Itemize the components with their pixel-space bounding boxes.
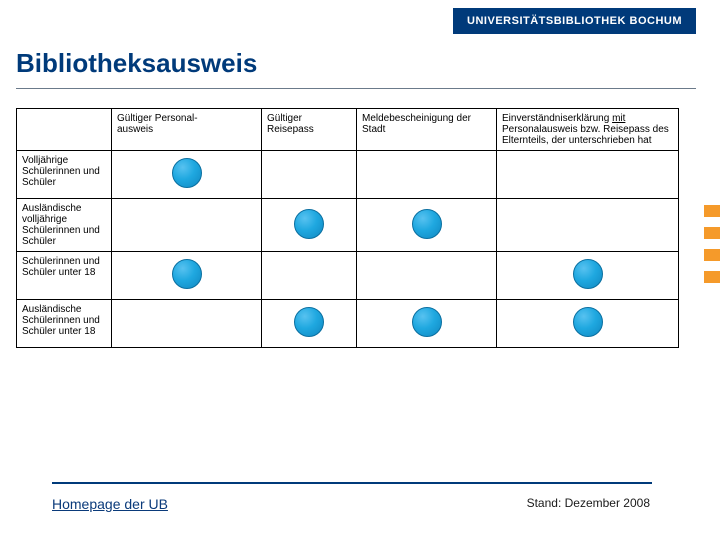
page-title: Bibliotheksausweis	[16, 48, 257, 79]
requirement-cell	[357, 252, 497, 300]
requirement-cell	[112, 252, 262, 300]
table-header-row: Gültiger Personal- ausweis Gültiger Reis…	[17, 109, 679, 151]
requirement-cell	[112, 151, 262, 199]
requirement-cell	[112, 199, 262, 252]
required-dot-icon	[172, 259, 202, 289]
accent-blocks	[704, 205, 720, 283]
requirement-cell	[262, 151, 357, 199]
table-row: Volljährige Schülerinnen und Schüler	[17, 151, 679, 199]
homepage-link[interactable]: Homepage der UB	[52, 496, 168, 512]
brand-text: UNIVERSITÄTSBIBLIOTHEK BOCHUM	[467, 15, 682, 27]
table-row: Ausländische volljährige Schülerinnen un…	[17, 199, 679, 252]
requirement-cell	[497, 300, 679, 348]
required-dot-icon	[294, 307, 324, 337]
requirement-cell	[262, 300, 357, 348]
requirement-cell	[497, 252, 679, 300]
col-reisepass: Gültiger Reisepass	[262, 109, 357, 151]
requirement-cell	[357, 151, 497, 199]
requirement-cell	[112, 300, 262, 348]
col-empty	[17, 109, 112, 151]
requirement-cell	[262, 252, 357, 300]
row-label: Ausländische Schülerinnen und Schüler un…	[17, 300, 112, 348]
required-dot-icon	[573, 307, 603, 337]
requirement-cell	[497, 151, 679, 199]
requirements-table: Gültiger Personal- ausweis Gültiger Reis…	[16, 108, 678, 348]
required-dot-icon	[294, 209, 324, 239]
brand-bar: UNIVERSITÄTSBIBLIOTHEK BOCHUM	[453, 8, 696, 34]
table-row: Ausländische Schülerinnen und Schüler un…	[17, 300, 679, 348]
required-dot-icon	[573, 259, 603, 289]
required-dot-icon	[412, 209, 442, 239]
row-label: Schülerinnen und Schüler unter 18	[17, 252, 112, 300]
col-meldebescheinigung: Meldebescheinigung der Stadt	[357, 109, 497, 151]
requirement-cell	[357, 199, 497, 252]
required-dot-icon	[172, 158, 202, 188]
requirement-cell	[262, 199, 357, 252]
table-row: Schülerinnen und Schüler unter 18	[17, 252, 679, 300]
row-label: Ausländische volljährige Schülerinnen un…	[17, 199, 112, 252]
requirement-cell	[497, 199, 679, 252]
title-rule	[16, 88, 696, 89]
col-personalausweis: Gültiger Personal- ausweis	[112, 109, 262, 151]
col-einverstaendnis: Einverständniserklärung mit Personalausw…	[497, 109, 679, 151]
required-dot-icon	[412, 307, 442, 337]
stand-date: Stand: Dezember 2008	[527, 496, 650, 510]
footer-rule	[52, 482, 652, 484]
requirement-cell	[357, 300, 497, 348]
row-label: Volljährige Schülerinnen und Schüler	[17, 151, 112, 199]
